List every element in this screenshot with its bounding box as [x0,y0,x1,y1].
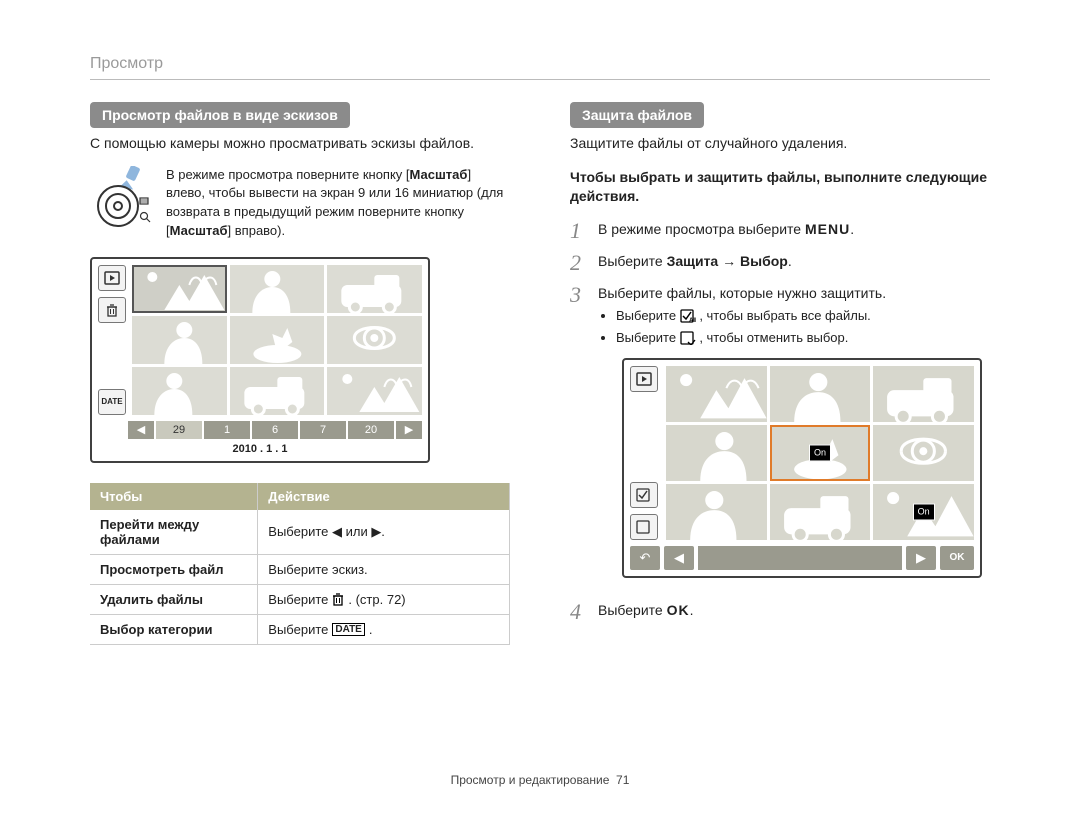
back-icon: ↶ [630,546,660,570]
thumbnail [230,367,325,415]
actions-table: Чтобы Действие Перейти между файлами Выб… [90,483,510,645]
thumbnail [770,484,871,540]
bullet: Выберите All , чтобы выбрать все файлы. [616,307,990,326]
thumbnail-selected: On [770,425,871,481]
left-arrow-icon: ◀ [128,421,154,439]
dial-instruction: В режиме просмотра поверните кнопку [Мас… [166,166,510,241]
play-icon [98,265,126,291]
thumbnail [327,316,422,364]
trash-icon [98,297,126,323]
thumbnail [873,425,974,481]
thumbnail [132,265,227,313]
date-icon: DATE [332,623,364,636]
left-column: Просмотр файлов в виде эскизов С помощью… [90,102,510,645]
date-icon: DATE [98,389,126,415]
step-2: 2 Выберите Защита → Выбор. [570,251,990,275]
step-3: 3 Выберите файлы, которые нужно защитить… [570,283,990,592]
filmstrip-num: 7 [300,421,346,439]
thumbnail [770,366,871,422]
thumbnail [666,366,767,422]
right-section-title: Защита файлов [570,102,704,128]
filmstrip: ◀ 29 1 6 7 20 ▶ [98,421,422,439]
ok-icon: OK [940,546,974,570]
page-header: Просмотр [90,55,990,80]
thumbnail [230,265,325,313]
filmstrip-num: 6 [252,421,298,439]
filmstrip-num: 20 [348,421,394,439]
thumbnail [132,316,227,364]
thumbnail [327,265,422,313]
filmstrip-num: 29 [156,421,202,439]
bar-spacer [698,546,902,570]
date-label: 2010 . 1 . 1 [98,443,422,455]
svg-text:All: All [689,318,696,323]
left-section-title: Просмотр файлов в виде эскизов [90,102,350,128]
right-arrow-icon: ▶ [396,421,422,439]
thumbnail [230,316,325,364]
ok-icon: OK [667,602,690,618]
filmstrip-num: 1 [204,421,250,439]
thumbnail [666,484,767,540]
right-arrow-icon: ▶ [906,546,936,570]
menu-icon: MENU [805,221,850,237]
thumbnail-screen: DATE ◀ [90,257,430,463]
table-head-2: Действие [258,483,510,510]
uncheck-icon [680,331,696,345]
thumbnail [873,366,974,422]
table-row: Удалить файлы Выберите . (стр. 72) [90,584,510,614]
check-all-icon [630,482,658,508]
check-all-icon: All [680,309,696,323]
left-arrow-icon: ◀ [664,546,694,570]
uncheck-icon [630,514,658,540]
trash-icon [332,592,344,606]
thumbnail [132,367,227,415]
play-icon [630,366,658,392]
protect-screen: On On ↶ ◀ ▶ [622,358,982,578]
thumbnail [666,425,767,481]
table-row: Просмотреть файл Выберите эскиз. [90,554,510,584]
right-lead: Защитите файлы от случайного удаления. [570,134,990,154]
page-footer: Просмотр и редактирование 71 [0,773,1080,787]
thumbnail: On [873,484,974,540]
right-column: Защита файлов Защитите файлы от случайно… [570,102,990,645]
table-row: Перейти между файлами Выберите ◀ или ▶. [90,510,510,555]
left-lead: С помощью камеры можно просматривать эск… [90,134,510,154]
bullet: Выберите , чтобы отменить выбор. [616,329,990,348]
thumbnail [327,367,422,415]
step-1: 1 В режиме просмотра выберите MENU. [570,219,990,243]
table-row: Выбор категории Выберите DATE . [90,614,510,644]
step-4: 4 Выберите OK. [570,600,990,624]
table-head-1: Чтобы [90,483,258,510]
right-bold-instruction: Чтобы выбрать и защитить файлы, выполнит… [570,168,990,207]
zoom-dial-icon [90,166,154,235]
